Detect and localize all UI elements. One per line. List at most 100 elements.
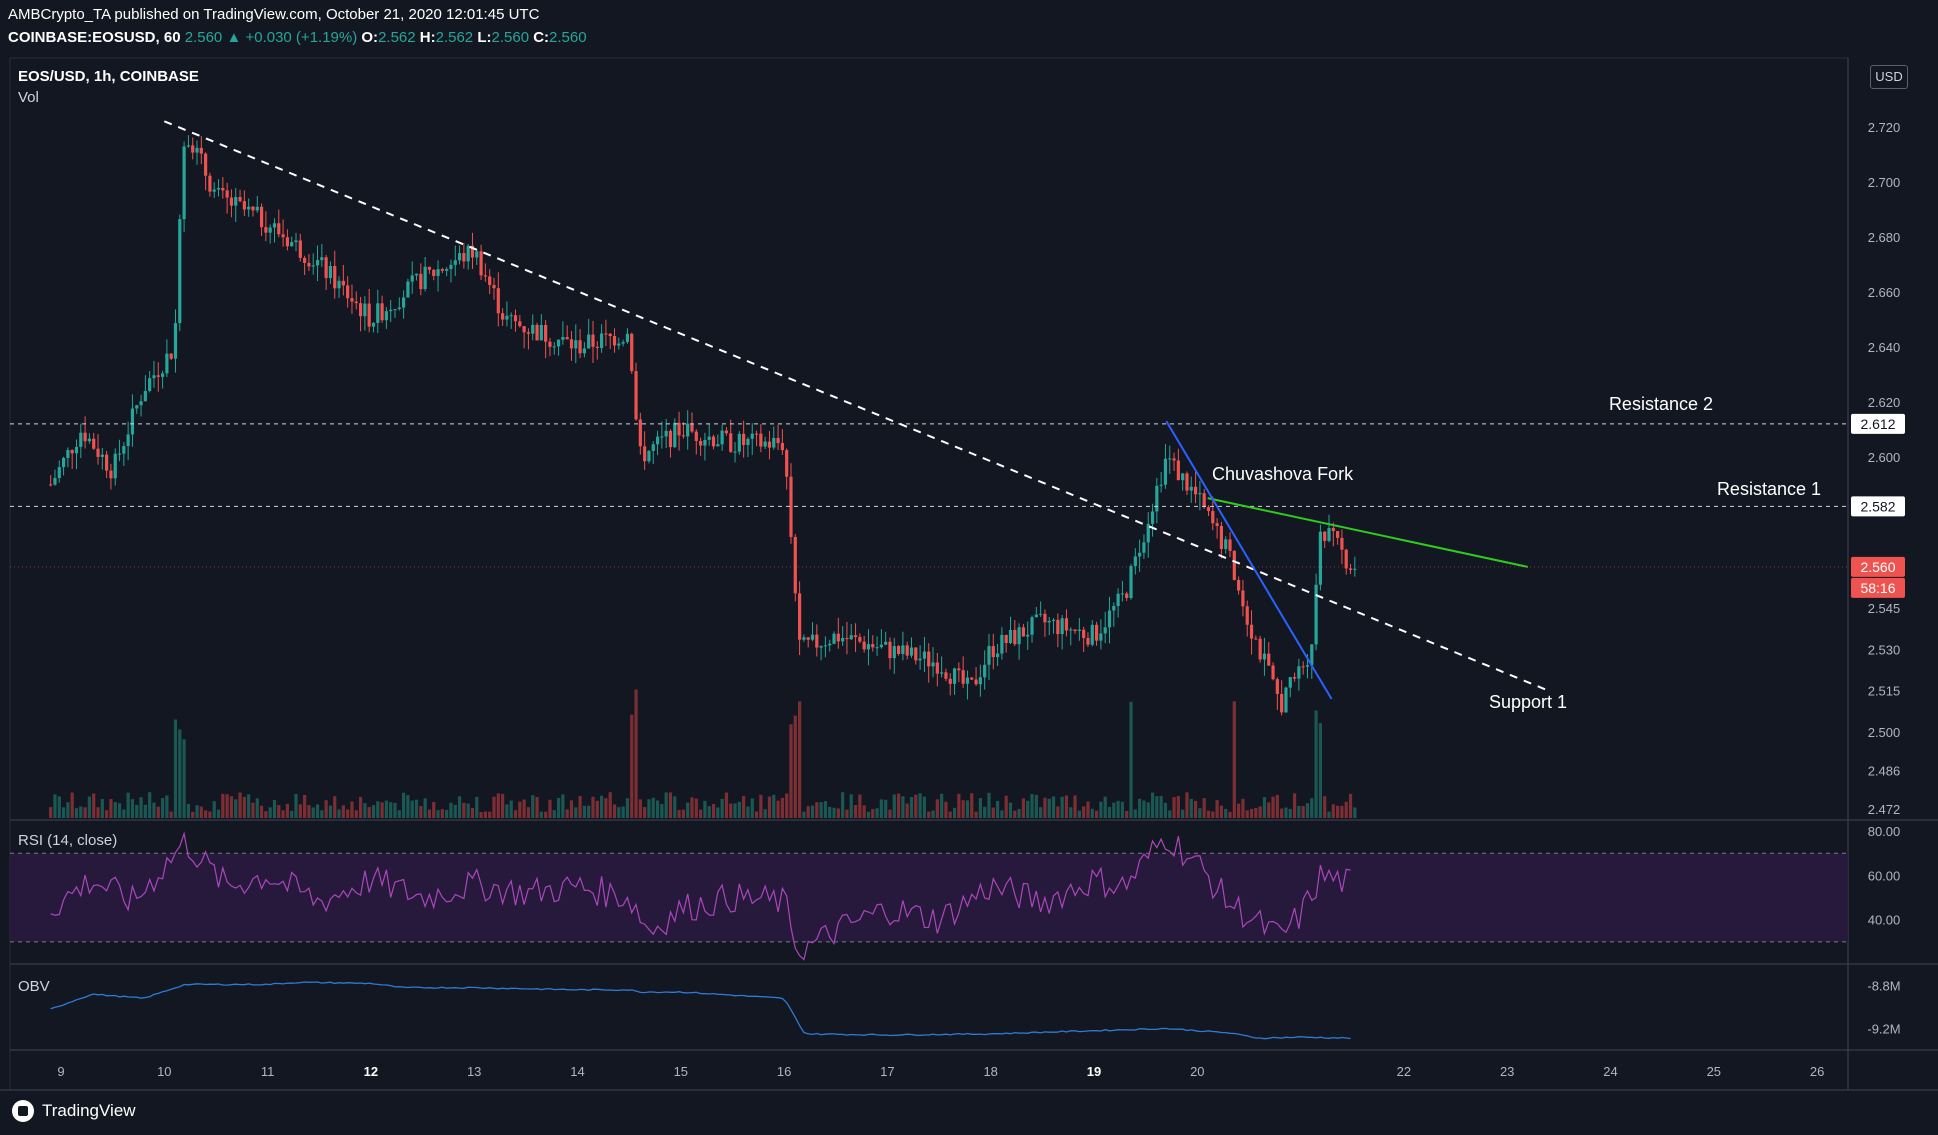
volume-bar: [117, 803, 122, 818]
candle-body: [879, 644, 883, 648]
volume-bar: [380, 802, 384, 818]
main-pane-title[interactable]: EOS/USD, 1h, COINBASE: [18, 68, 199, 85]
candle-body: [449, 264, 453, 269]
volume-bar: [371, 805, 376, 818]
volume-bar: [853, 805, 858, 818]
candle-body: [363, 303, 367, 317]
volume-bar: [1004, 795, 1008, 818]
volume-bar: [148, 792, 152, 818]
volume-bar: [604, 798, 608, 818]
volume-bar: [479, 811, 483, 818]
volume-bar: [242, 796, 246, 818]
candle-body: [212, 189, 216, 192]
candle-body: [1116, 593, 1120, 607]
volume-bar: [918, 793, 922, 818]
candle-body: [853, 635, 858, 638]
symbol-text[interactable]: COINBASE:EOSUSD, 60: [8, 29, 181, 46]
volume-bar: [1310, 798, 1314, 818]
candle-body: [1314, 584, 1318, 645]
candle-body: [290, 242, 294, 247]
time-tick-label: 18: [983, 1064, 997, 1079]
volume-bar: [935, 799, 939, 818]
volume-bar: [582, 805, 586, 818]
footer-brand[interactable]: TradingView: [12, 1099, 136, 1123]
obv-label[interactable]: OBV: [18, 978, 50, 995]
candle-body: [617, 343, 621, 346]
candle-body: [475, 251, 479, 258]
volume-bar: [1323, 796, 1327, 818]
volume-bar: [191, 811, 195, 818]
currency-button[interactable]: USD: [1870, 65, 1908, 89]
candle-body: [79, 432, 83, 447]
volume-bar: [1314, 710, 1318, 818]
candle-body: [1181, 473, 1185, 481]
candle-body: [750, 433, 754, 439]
volume-bar: [337, 809, 341, 818]
volume-bar: [845, 809, 849, 818]
volume-bar: [1107, 807, 1112, 818]
candle-body: [849, 635, 853, 640]
volume-bar: [905, 803, 909, 818]
candle-body: [470, 245, 475, 258]
volume-bar: [578, 796, 582, 818]
volume-bar: [866, 811, 871, 818]
candle-body: [841, 638, 845, 642]
candle-body: [113, 453, 117, 479]
volume-bar: [673, 796, 677, 818]
candle-body: [255, 206, 259, 211]
candle-body: [337, 280, 341, 289]
volume-bar: [53, 794, 57, 818]
publisher-line: AMBCrypto_TA published on TradingView.co…: [8, 6, 540, 23]
volume-bar: [802, 811, 806, 818]
rsi-label[interactable]: RSI (14, close): [18, 832, 118, 849]
volume-bar: [483, 811, 487, 818]
candle-body: [307, 262, 311, 267]
volume-bar: [737, 801, 741, 818]
candle-body: [1344, 549, 1348, 569]
volume-bar: [961, 800, 965, 818]
candle-body: [746, 438, 750, 446]
candle-body: [303, 257, 307, 263]
candle-body: [328, 266, 333, 279]
volume-bar: [600, 795, 604, 818]
candle-body: [1224, 539, 1228, 549]
volume-bar: [410, 800, 414, 818]
volume-bar: [638, 799, 642, 818]
volume-bar: [466, 803, 470, 818]
volume-bar: [186, 803, 191, 818]
volume-bar: [720, 798, 724, 818]
candle-body: [1125, 593, 1129, 599]
volume-bar: [1331, 804, 1335, 818]
volume-bar: [1026, 800, 1030, 818]
tradingview-logo-icon: [12, 1100, 34, 1122]
candle-body: [896, 646, 901, 654]
volume-bar: [251, 802, 255, 818]
volume-bar: [750, 798, 754, 818]
candle-body: [92, 438, 96, 449]
volume-bar: [531, 795, 535, 818]
symbol-line: COINBASE:EOSUSD, 60 2.560 ▲ +0.030 (+1.1…: [8, 29, 587, 46]
candle-body: [703, 439, 707, 446]
candle-body: [1280, 693, 1284, 713]
volume-bar: [229, 796, 234, 818]
candle-body: [862, 641, 866, 650]
candle-body: [143, 390, 147, 402]
volume-bar: [1292, 793, 1297, 818]
volume-bar: [655, 800, 660, 818]
volume-bar: [927, 811, 931, 818]
up-arrow-icon: ▲: [226, 29, 242, 46]
price-tick-label: 2.545: [1868, 601, 1901, 616]
price-tick-label: 2.486: [1868, 763, 1901, 778]
candle-body: [148, 378, 152, 391]
volume-bar: [285, 803, 289, 818]
candle-body: [234, 196, 238, 206]
candle-body: [578, 340, 582, 354]
volume-label[interactable]: Vol: [18, 89, 39, 106]
volume-bar: [57, 796, 61, 818]
close-value: 2.560: [549, 29, 587, 46]
volume-bar: [1047, 798, 1051, 818]
volume-bar: [277, 805, 281, 818]
volume-bar: [612, 804, 617, 818]
time-tick-label: 15: [674, 1064, 688, 1079]
